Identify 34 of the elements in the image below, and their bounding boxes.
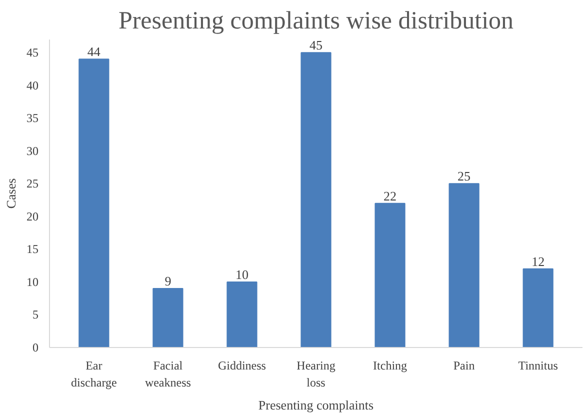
x-tick-label: Itching [373, 358, 408, 372]
data-label: 45 [310, 38, 322, 53]
chart-title: Presenting complaints wise distribution [118, 8, 514, 34]
y-axis-title: Cases [4, 178, 18, 209]
y-tick-label: 25 [26, 176, 38, 191]
y-tick-label: 40 [26, 78, 38, 92]
bar [152, 288, 184, 348]
bar [300, 52, 332, 348]
bar [226, 281, 258, 348]
y-tick-label: 45 [26, 46, 38, 60]
data-label: 10 [235, 266, 248, 282]
y-tick-label: 15 [26, 242, 38, 256]
data-label: 44 [87, 44, 101, 60]
x-axis-title: Presenting complaints [258, 397, 374, 412]
y-tick-label: 0 [32, 340, 38, 354]
x-tick-label: Facial weakness [144, 358, 192, 390]
x-tick-label: Ear discharge [71, 358, 117, 390]
data-label: 22 [384, 188, 397, 204]
x-tick-label: Pain [453, 358, 475, 372]
y-tick-label: 10 [26, 274, 38, 289]
data-label: 9 [164, 274, 172, 289]
x-tick-label: Tinnitus [518, 358, 558, 372]
data-label: 12 [532, 254, 545, 269]
bar [78, 58, 110, 348]
x-tick-label: Giddiness [218, 358, 266, 372]
bar [448, 183, 480, 348]
data-label: 25 [458, 168, 471, 184]
x-tick-label: Hearing loss [296, 358, 336, 390]
y-tick-label: 5 [32, 308, 38, 322]
y-tick-label: 30 [26, 144, 38, 158]
bar [522, 268, 554, 348]
bar [374, 202, 406, 348]
y-tick-label: 20 [26, 209, 38, 224]
y-tick-label: 35 [26, 111, 38, 126]
